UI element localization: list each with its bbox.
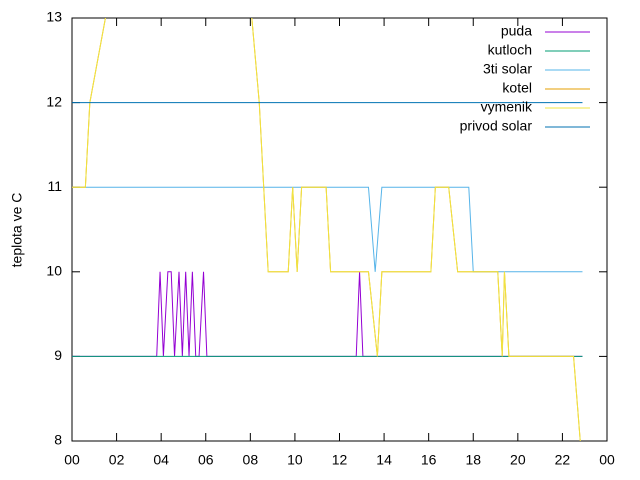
x-tick-label: 16 xyxy=(421,452,437,468)
y-tick-label: 9 xyxy=(54,347,62,363)
legend-label: kutloch xyxy=(488,42,532,58)
legend-label: puda xyxy=(501,23,532,39)
legend-label: privod solar xyxy=(460,118,533,134)
x-tick-label: 10 xyxy=(287,452,303,468)
legend-label: kotel xyxy=(502,80,532,96)
y-axis-label: teplota ve C xyxy=(9,193,25,268)
x-tick-label: 00 xyxy=(64,452,80,468)
x-tick-label: 02 xyxy=(109,452,125,468)
x-tick-label: 12 xyxy=(332,452,348,468)
y-tick-label: 10 xyxy=(46,263,62,279)
x-tick-label: 18 xyxy=(465,452,481,468)
y-tick-label: 11 xyxy=(47,178,62,194)
y-tick-label: 8 xyxy=(54,432,62,448)
x-tick-label: 20 xyxy=(510,452,526,468)
y-tick-label: 12 xyxy=(46,93,62,109)
x-tick-label: 14 xyxy=(376,452,392,468)
x-tick-label: 06 xyxy=(198,452,214,468)
x-tick-label: 08 xyxy=(243,452,259,468)
plot-area xyxy=(72,18,583,441)
x-tick-label: 00 xyxy=(599,452,615,468)
legend-label: 3ti solar xyxy=(483,61,532,77)
plot-border xyxy=(71,17,608,442)
x-tick-label: 22 xyxy=(555,452,571,468)
y-tick-label: 13 xyxy=(46,9,62,25)
line-series xyxy=(72,271,583,357)
line-series xyxy=(72,18,581,441)
x-tick-label: 04 xyxy=(153,452,169,468)
legend-label: vymenik xyxy=(481,99,533,115)
